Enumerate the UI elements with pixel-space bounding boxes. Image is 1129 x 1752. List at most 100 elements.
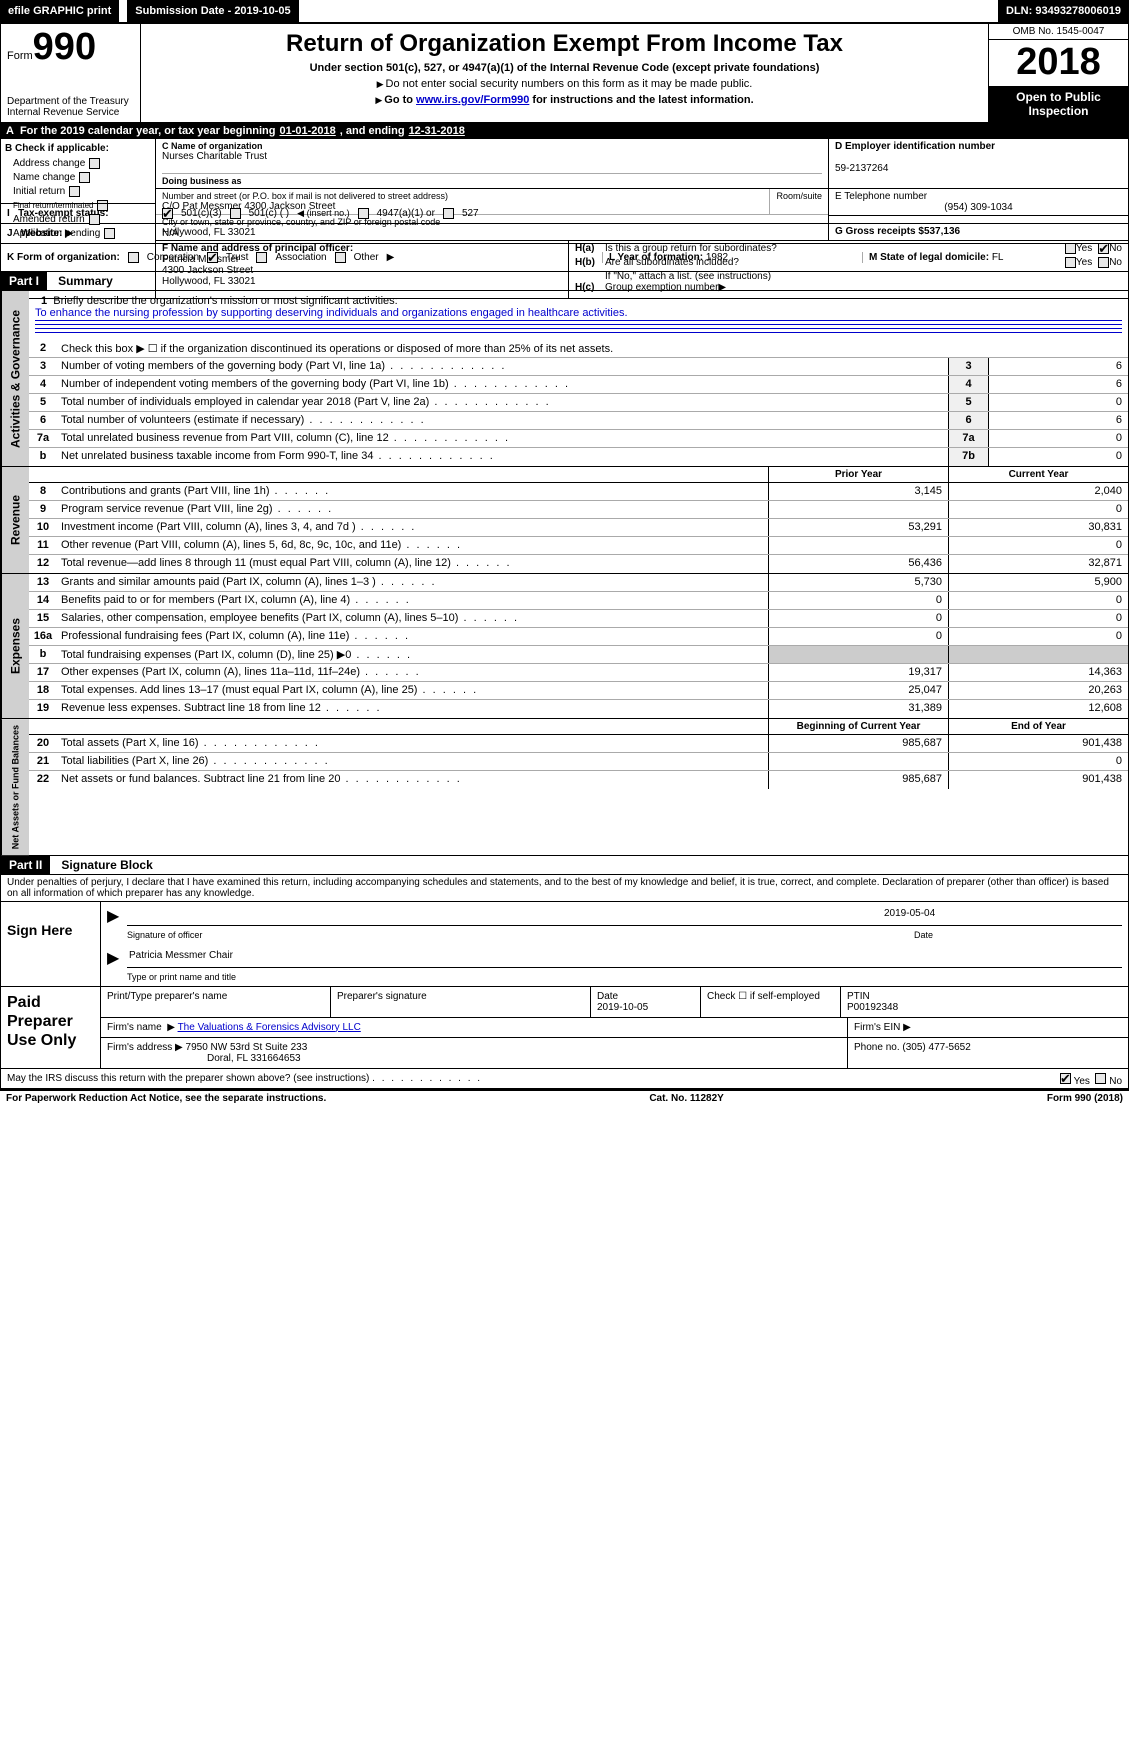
exp-current-14: 0 [948,592,1128,609]
printed-name: Patricia Messmer Chair [127,948,1122,968]
rev-line-9: Program service revenue (Part VIII, line… [57,501,768,518]
end-year-header: End of Year [948,719,1128,734]
open-to-public: Open to Public Inspection [989,86,1128,122]
exp-line-15: Salaries, other compensation, employee b… [57,610,768,627]
rev-current-8: 2,040 [948,483,1128,500]
gov-line-6: Total number of volunteers (estimate if … [57,412,948,429]
signature-line[interactable] [127,906,882,926]
rev-prior-8: 3,145 [768,483,948,500]
prep-date: 2019-10-05 [597,1002,648,1013]
prep-sig-label: Preparer's signature [331,987,591,1017]
application-pending-checkbox[interactable] [104,228,115,239]
gov-val-b: 0 [988,448,1128,466]
final-return-checkbox[interactable] [97,200,108,211]
prep-name-label: Print/Type preparer's name [101,987,331,1017]
gov-val-6: 6 [988,412,1128,429]
part1-header: Part I [1,272,47,290]
rev-prior-11 [768,537,948,554]
website-value: N/A [162,228,179,239]
exp-current-15: 0 [948,610,1128,627]
ssn-warning: Do not enter social security numbers on … [147,78,982,90]
hb-note: If "No," attach a list. (see instruction… [605,271,1122,282]
net-assets-tab: Net Assets or Fund Balances [1,719,29,855]
address-change-checkbox[interactable] [89,158,100,169]
activities-governance-tab: Activities & Governance [1,291,29,466]
amended-return-checkbox[interactable] [89,214,100,225]
form-prefix: Form [7,50,33,62]
gov-line-b: Net unrelated business taxable income fr… [57,448,948,466]
firm-city: Doral, FL 331664653 [207,1053,301,1064]
expenses-tab: Expenses [1,574,29,718]
gov-line-7a: Total unrelated business revenue from Pa… [57,430,948,447]
net-line-22: Net assets or fund balances. Subtract li… [57,771,768,789]
exp-current-16a: 0 [948,628,1128,645]
discuss-yes[interactable] [1060,1073,1071,1084]
paid-preparer-label: Paid Preparer Use Only [1,987,101,1068]
assoc-checkbox[interactable] [256,252,267,263]
rev-line-11: Other revenue (Part VIII, column (A), li… [57,537,768,554]
rev-line-8: Contributions and grants (Part VIII, lin… [57,483,768,500]
net-end-21: 0 [948,753,1128,770]
submission-date: Submission Date - 2019-10-05 [127,0,298,22]
hb-no[interactable] [1098,257,1109,268]
mission-label: Briefly describe the organization's miss… [53,295,397,307]
527-checkbox[interactable] [443,208,454,219]
part1-title: Summary [50,272,121,290]
addr-label: Number and street (or P.O. box if mail i… [162,191,763,201]
sig-officer-label: Signature of officer [101,930,888,944]
501c-checkbox[interactable] [230,208,241,219]
officer-addr: 4300 Jackson Street Hollywood, FL 33021 [162,265,562,287]
gov-line-4: Number of independent voting members of … [57,376,948,393]
current-year-header: Current Year [948,467,1128,482]
part2-title: Signature Block [53,856,160,874]
sig-date: 2019-05-04 [882,906,1122,926]
form-id-block: Form990 Department of the Treasury Inter… [1,24,141,122]
net-begin-20: 985,687 [768,735,948,752]
exp-line-18: Total expenses. Add lines 13–17 (must eq… [57,682,768,699]
501c3-checkbox[interactable] [162,208,173,219]
other-checkbox[interactable] [335,252,346,263]
name-change-checkbox[interactable] [79,172,90,183]
domicile-state: FL [992,252,1004,263]
ha-yes[interactable] [1065,243,1076,254]
prior-year-header: Prior Year [768,467,948,482]
ein-value: 59-2137264 [835,163,1122,174]
efile-button[interactable]: efile GRAPHIC print [0,0,119,22]
name-label: C Name of organization [162,141,822,151]
4947-checkbox[interactable] [358,208,369,219]
rev-current-11: 0 [948,537,1128,554]
rev-line-10: Investment income (Part VIII, column (A)… [57,519,768,536]
trust-checkbox[interactable] [207,252,218,263]
exp-current-17: 14,363 [948,664,1128,681]
corp-checkbox[interactable] [128,252,139,263]
exp-prior-15: 0 [768,610,948,627]
discuss-no[interactable] [1095,1073,1106,1084]
tax-year: 2018 [989,40,1128,86]
self-employed-check[interactable]: Check ☐ if self-employed [701,987,841,1017]
exp-prior-b [768,646,948,663]
initial-return-checkbox[interactable] [69,186,80,197]
department-label: Department of the Treasury Internal Reve… [7,96,134,118]
exp-line-16a: Professional fundraising fees (Part IX, … [57,628,768,645]
exp-line-b: Total fundraising expenses (Part IX, col… [57,646,768,663]
footer-center: Cat. No. 11282Y [649,1093,723,1104]
exp-current-18: 20,263 [948,682,1128,699]
print-name-label: Type or print name and title [101,972,1128,986]
begin-year-header: Beginning of Current Year [768,719,948,734]
net-begin-21 [768,753,948,770]
exp-prior-14: 0 [768,592,948,609]
rev-line-12: Total revenue—add lines 8 through 11 (mu… [57,555,768,573]
exp-prior-13: 5,730 [768,574,948,591]
net-line-21: Total liabilities (Part X, line 26) [57,753,768,770]
exp-prior-18: 25,047 [768,682,948,699]
gov-line-5: Total number of individuals employed in … [57,394,948,411]
firm-name[interactable]: The Valuations & Forensics Advisory LLC [178,1022,361,1033]
dba-label: Doing business as [162,173,822,186]
ha-no[interactable] [1098,243,1109,254]
rev-prior-10: 53,291 [768,519,948,536]
hb-yes[interactable] [1065,257,1076,268]
irs-link[interactable]: www.irs.gov/Form990 [416,94,529,106]
gov-val-4: 6 [988,376,1128,393]
omb-number: OMB No. 1545-0047 [989,24,1128,40]
net-end-22: 901,438 [948,771,1128,789]
